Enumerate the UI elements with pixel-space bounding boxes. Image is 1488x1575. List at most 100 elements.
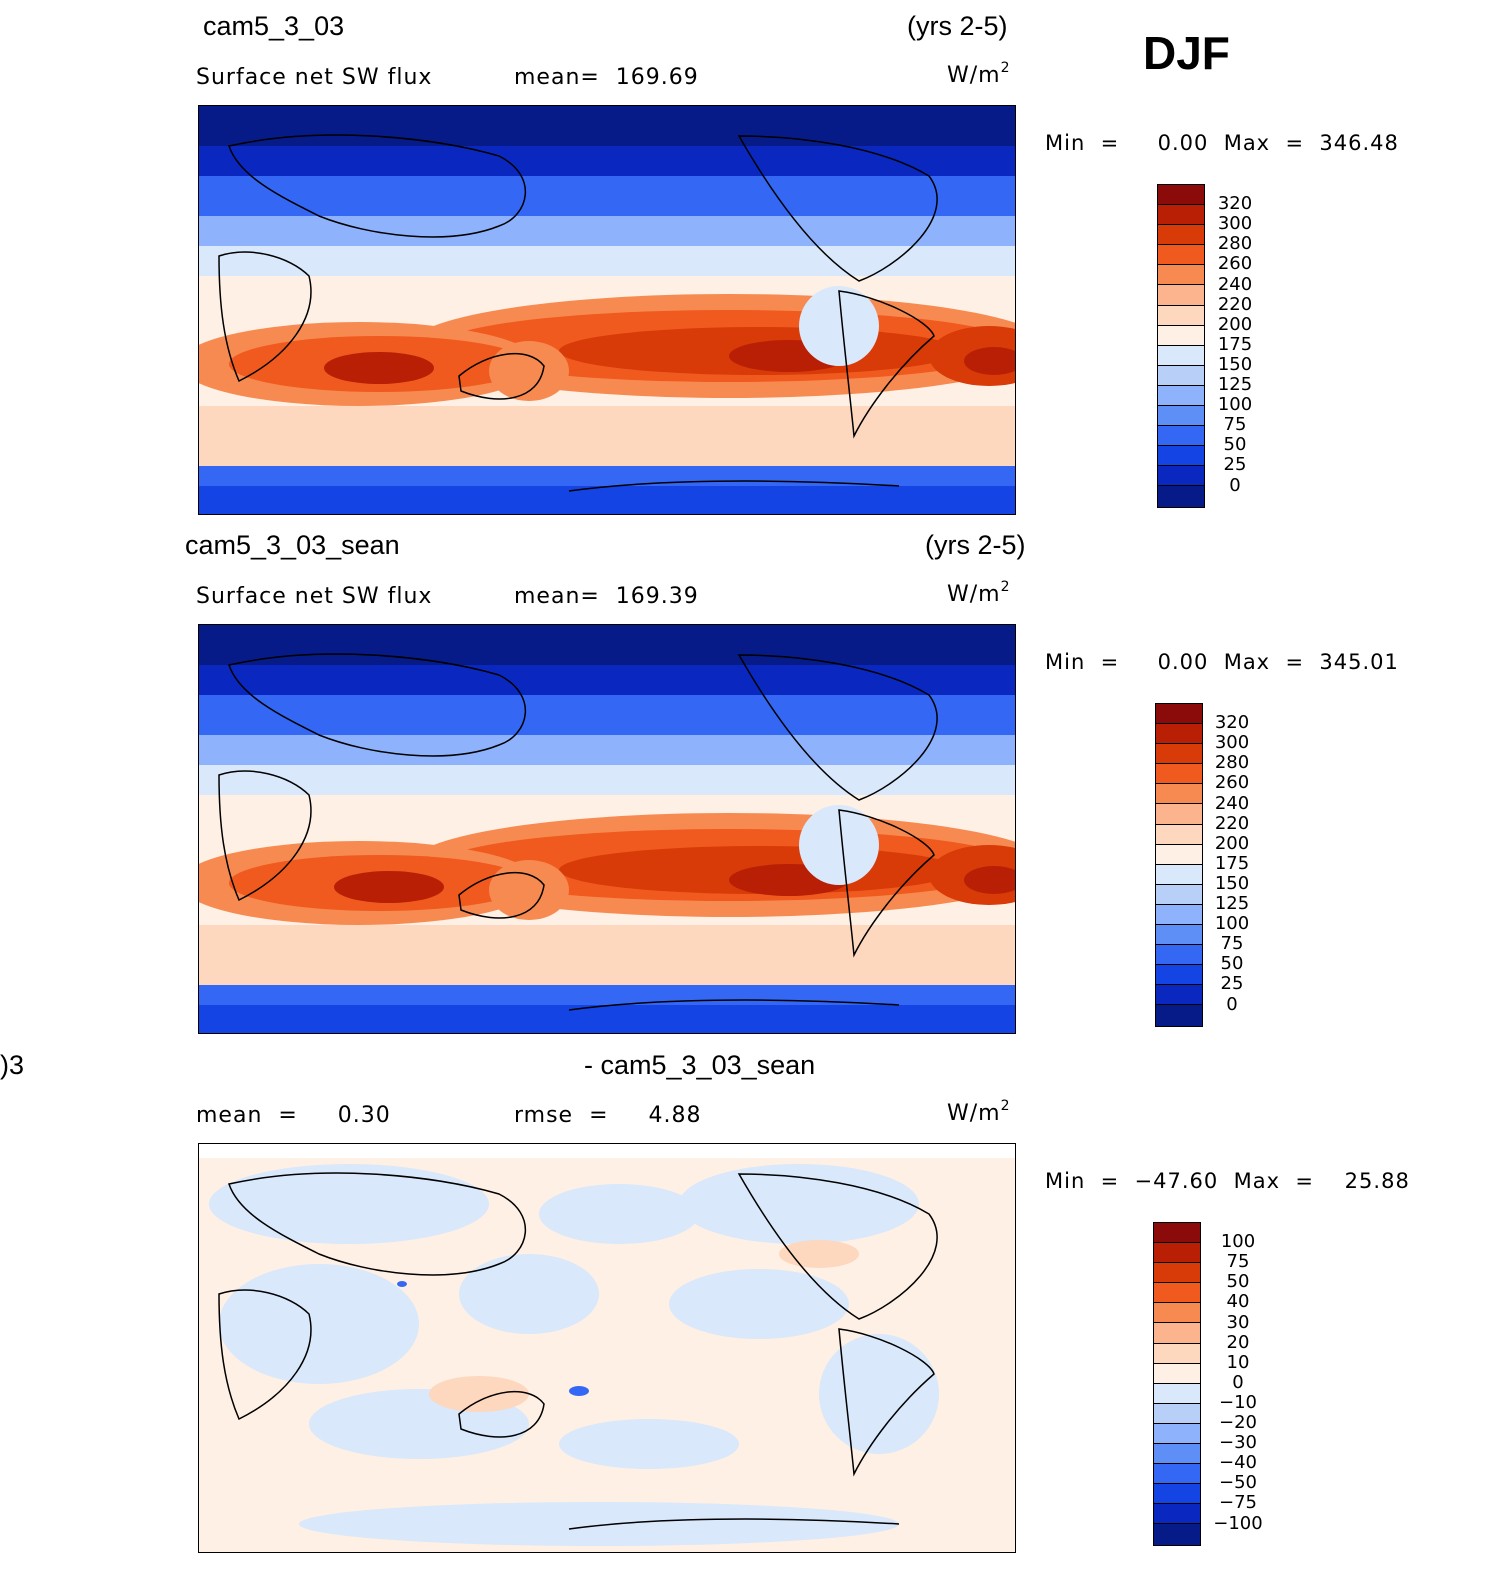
panel2-map-field bbox=[199, 625, 1015, 1033]
colorbar-tick-label: −20 bbox=[1219, 1412, 1257, 1433]
panel2-map bbox=[198, 624, 1016, 1034]
colorbar-swatch bbox=[1156, 784, 1202, 805]
colorbar-swatch bbox=[1156, 985, 1202, 1006]
colorbar-swatch bbox=[1156, 844, 1202, 865]
colorbar-swatch bbox=[1154, 1504, 1200, 1525]
colorbar-swatch bbox=[1158, 345, 1204, 366]
panel3-units: W/m2 bbox=[947, 1098, 1011, 1126]
colorbar-swatch bbox=[1158, 185, 1204, 206]
colorbar-swatch bbox=[1156, 864, 1202, 885]
colorbar-tick-label: −75 bbox=[1219, 1492, 1257, 1514]
colorbar-tick-label: 220 bbox=[1214, 812, 1250, 834]
colorbar-swatch bbox=[1156, 904, 1202, 926]
colorbar-swatch bbox=[1154, 1243, 1200, 1264]
colorbar-swatch bbox=[1156, 704, 1202, 725]
colorbar-swatch bbox=[1158, 365, 1204, 386]
colorbar-tick-label: 75 bbox=[1226, 1251, 1250, 1273]
colorbar-tick-label: 280 bbox=[1214, 752, 1250, 774]
colorbar-tick-label: 50 bbox=[1220, 953, 1244, 975]
colorbar-tick-label: 100 bbox=[1217, 394, 1253, 416]
colorbar-tick-label: −40 bbox=[1219, 1452, 1257, 1474]
colorbar-swatch bbox=[1154, 1383, 1200, 1404]
panel2-units: W/m2 bbox=[947, 579, 1011, 607]
colorbar-swatch bbox=[1156, 824, 1202, 845]
colorbar-swatch bbox=[1154, 1223, 1200, 1244]
colorbar-tick-label: 125 bbox=[1217, 374, 1253, 395]
colorbar-tick-label: 300 bbox=[1214, 732, 1250, 754]
colorbar-swatch bbox=[1154, 1423, 1200, 1445]
colorbar-swatch bbox=[1158, 446, 1204, 467]
panel3-case-left: )3 bbox=[0, 1050, 25, 1080]
colorbar-swatch bbox=[1154, 1524, 1200, 1545]
colorbar-swatch bbox=[1156, 724, 1202, 745]
colorbar-tick-label: 300 bbox=[1217, 213, 1253, 235]
colorbar-tick-label: 75 bbox=[1223, 414, 1247, 436]
colorbar-swatch bbox=[1158, 426, 1204, 447]
colorbar-tick-label: 150 bbox=[1217, 353, 1253, 375]
panel2-years: (yrs 2-5) bbox=[925, 530, 1026, 560]
panel2-case-title: cam5_3_03_sean bbox=[185, 530, 400, 560]
panel3-mean: mean = 0.30 bbox=[196, 1103, 391, 1128]
colorbar-tick-label: 200 bbox=[1217, 313, 1253, 335]
colorbar-tick-label: 20 bbox=[1226, 1331, 1250, 1353]
colorbar-tick-label: 25 bbox=[1220, 973, 1244, 995]
colorbar-tick-label: 125 bbox=[1214, 893, 1250, 914]
panel3-rmse: rmse = 4.88 bbox=[514, 1103, 702, 1128]
panel1-minmax: Min = 0.00 Max = 346.48 bbox=[1045, 131, 1399, 155]
panel1-map bbox=[198, 105, 1016, 515]
colorbar-tick-label: 175 bbox=[1217, 333, 1253, 355]
panel2-mean: mean= 169.39 bbox=[514, 584, 699, 609]
panel3-map-field bbox=[199, 1144, 1015, 1552]
colorbar-swatch bbox=[1156, 965, 1202, 986]
colorbar-swatch bbox=[1156, 884, 1202, 905]
panel1-years: (yrs 2-5) bbox=[907, 11, 1008, 41]
colorbar-tick-label: −50 bbox=[1219, 1472, 1257, 1494]
panel1-case-title: cam5_3_03 bbox=[203, 11, 345, 41]
colorbar-swatch bbox=[1158, 325, 1204, 346]
colorbar-tick-label: 75 bbox=[1220, 933, 1244, 955]
colorbar-tick-label: 220 bbox=[1217, 293, 1253, 315]
panel1-units: W/m2 bbox=[947, 60, 1011, 88]
colorbar-swatch bbox=[1154, 1283, 1200, 1304]
colorbar-tick-label: 260 bbox=[1214, 772, 1250, 794]
colorbar-swatch bbox=[1158, 385, 1204, 407]
colorbar-tick-label: 0 bbox=[1229, 474, 1241, 496]
colorbar-tick-label: 0 bbox=[1232, 1371, 1244, 1393]
panel3-colorbar bbox=[1153, 1222, 1201, 1546]
colorbar-tick-label: 10 bbox=[1226, 1351, 1250, 1373]
colorbar-swatch bbox=[1158, 265, 1204, 286]
colorbar-tick-label: 240 bbox=[1217, 273, 1253, 295]
colorbar-tick-label: 320 bbox=[1214, 712, 1250, 734]
colorbar-swatch bbox=[1154, 1403, 1200, 1424]
colorbar-tick-label: 320 bbox=[1217, 193, 1253, 215]
panel2-variable: Surface net SW flux bbox=[196, 584, 433, 609]
colorbar-tick-label: 260 bbox=[1217, 253, 1253, 275]
colorbar-tick-label: 150 bbox=[1214, 872, 1250, 894]
colorbar-tick-label: −10 bbox=[1219, 1391, 1257, 1413]
colorbar-swatch bbox=[1158, 466, 1204, 487]
colorbar-swatch bbox=[1158, 245, 1204, 266]
colorbar-swatch bbox=[1158, 406, 1204, 427]
colorbar-swatch bbox=[1156, 804, 1202, 825]
colorbar-tick-label: 50 bbox=[1223, 434, 1247, 456]
panel2-minmax: Min = 0.00 Max = 345.01 bbox=[1045, 650, 1399, 674]
colorbar-swatch bbox=[1156, 945, 1202, 966]
panel3-map bbox=[198, 1143, 1016, 1553]
colorbar-swatch bbox=[1154, 1363, 1200, 1384]
panel3-case-title: - cam5_3_03_sean bbox=[584, 1050, 816, 1080]
colorbar-swatch bbox=[1154, 1263, 1200, 1284]
colorbar-swatch bbox=[1154, 1464, 1200, 1485]
colorbar-tick-label: 0 bbox=[1226, 993, 1238, 1015]
colorbar-swatch bbox=[1154, 1484, 1200, 1505]
colorbar-tick-label: 175 bbox=[1214, 852, 1250, 874]
colorbar-swatch bbox=[1158, 486, 1204, 507]
colorbar-tick-label: −100 bbox=[1213, 1512, 1263, 1534]
colorbar-tick-label: −30 bbox=[1219, 1432, 1257, 1454]
panel1-mean: mean= 169.69 bbox=[514, 65, 699, 90]
colorbar-tick-label: 25 bbox=[1223, 454, 1247, 476]
panel1-variable: Surface net SW flux bbox=[196, 65, 433, 90]
colorbar-tick-label: 40 bbox=[1226, 1291, 1250, 1313]
colorbar-tick-label: 100 bbox=[1220, 1231, 1256, 1253]
colorbar-tick-label: 100 bbox=[1214, 913, 1250, 935]
panel1-map-field bbox=[199, 106, 1015, 514]
